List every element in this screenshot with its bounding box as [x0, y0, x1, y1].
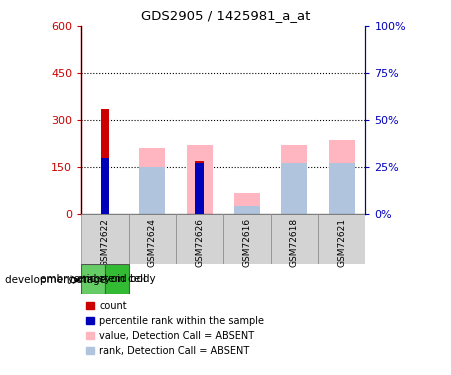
- Bar: [81, 264, 105, 294]
- Text: GSM72624: GSM72624: [148, 218, 156, 267]
- Bar: [234, 194, 260, 214]
- Bar: [101, 109, 109, 214]
- Bar: [329, 140, 354, 214]
- Text: embryonic stem cell: embryonic stem cell: [40, 274, 146, 284]
- Text: development stage: development stage: [5, 275, 106, 285]
- Bar: [271, 214, 318, 264]
- Text: embryoid body: embryoid body: [78, 274, 156, 284]
- Bar: [81, 214, 129, 264]
- Text: GSM72616: GSM72616: [243, 218, 251, 267]
- Bar: [86, 302, 94, 309]
- Bar: [329, 163, 354, 214]
- Bar: [281, 145, 307, 214]
- Bar: [281, 163, 307, 214]
- Bar: [234, 206, 260, 214]
- Bar: [129, 214, 176, 264]
- Bar: [86, 317, 94, 324]
- Bar: [187, 145, 212, 214]
- Bar: [318, 214, 365, 264]
- Bar: [105, 264, 129, 294]
- Text: rank, Detection Call = ABSENT: rank, Detection Call = ABSENT: [99, 346, 249, 355]
- Bar: [195, 160, 204, 214]
- Text: GSM72622: GSM72622: [101, 218, 109, 267]
- Text: count: count: [99, 301, 127, 310]
- Text: GSM72621: GSM72621: [337, 218, 346, 267]
- Bar: [86, 332, 94, 339]
- Bar: [195, 163, 204, 214]
- Text: GSM72626: GSM72626: [195, 218, 204, 267]
- Bar: [139, 148, 165, 214]
- Bar: [139, 167, 165, 214]
- Text: value, Detection Call = ABSENT: value, Detection Call = ABSENT: [99, 331, 254, 340]
- Bar: [223, 214, 271, 264]
- Text: percentile rank within the sample: percentile rank within the sample: [99, 316, 264, 326]
- Bar: [176, 214, 223, 264]
- Text: GSM72618: GSM72618: [290, 218, 299, 267]
- Bar: [101, 158, 109, 214]
- Bar: [86, 347, 94, 354]
- Text: GDS2905 / 1425981_a_at: GDS2905 / 1425981_a_at: [141, 9, 310, 22]
